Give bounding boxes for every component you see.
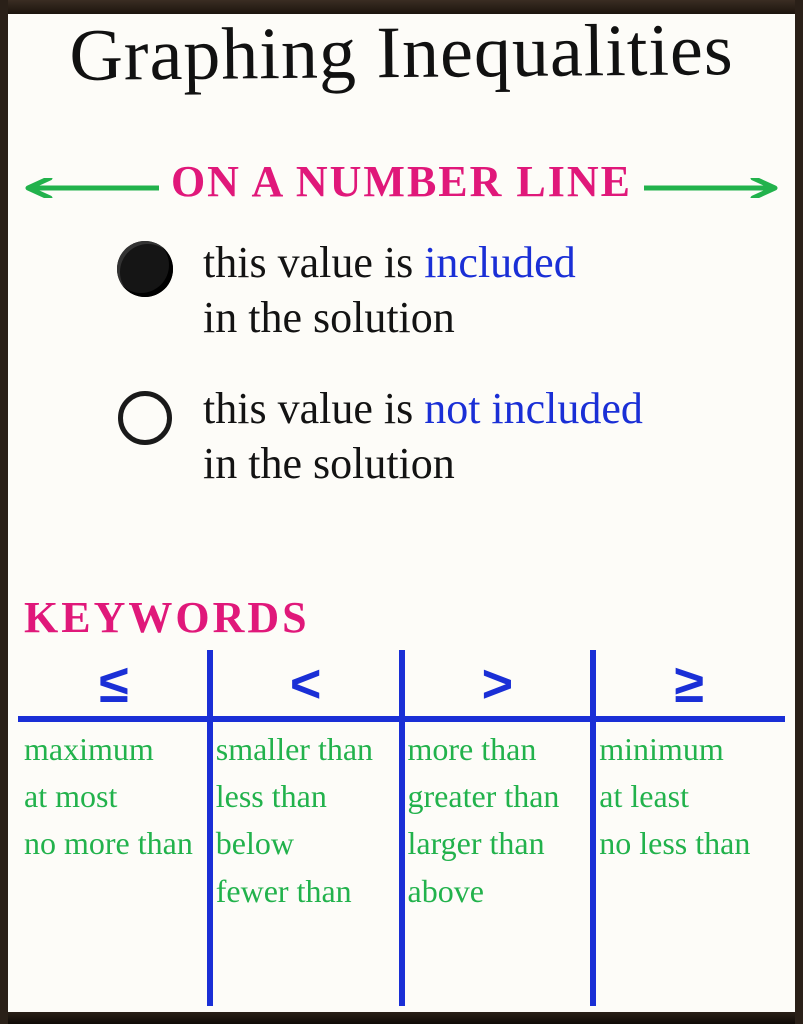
keywords-heading: KEYWORDS	[24, 592, 310, 643]
keywords-table: ≤ < > ≥ maximum at most no more than sma…	[18, 650, 785, 1006]
symbol-gt: >	[402, 650, 594, 718]
legend-open-post: in the solution	[203, 439, 455, 488]
legend: this value is included in the solution t…	[105, 235, 773, 527]
wood-border-right	[795, 0, 803, 1024]
legend-filled-highlight: included	[424, 238, 576, 287]
kw: maximum	[24, 732, 204, 767]
symbol-row: ≤ < > ≥	[18, 650, 785, 718]
subtitle: ON A NUMBER LINE	[20, 156, 783, 207]
kw: minimum	[599, 732, 779, 767]
kw: smaller than	[216, 732, 396, 767]
symbol-lt: <	[210, 650, 402, 718]
keywords-col-gte: minimum at least no less than	[593, 728, 785, 1006]
legend-filled-pre: this value is	[203, 238, 424, 287]
legend-row-filled: this value is included in the solution	[105, 235, 773, 345]
open-dot-icon	[105, 381, 185, 445]
legend-open-pre: this value is	[203, 384, 424, 433]
legend-text-filled: this value is included in the solution	[185, 235, 576, 345]
kw: greater than	[408, 779, 588, 814]
kw: no more than	[24, 826, 204, 861]
keywords-col-lte: maximum at most no more than	[18, 728, 210, 1006]
anchor-chart: Graphing Inequalities ON A NUMBER LINE t…	[0, 0, 803, 1024]
legend-text-open: this value is not included in the soluti…	[185, 381, 643, 491]
subtitle-text: ON A NUMBER LINE	[159, 157, 644, 206]
wood-border-left	[0, 0, 8, 1024]
subtitle-row: ON A NUMBER LINE	[20, 156, 783, 216]
kw: fewer than	[216, 874, 396, 909]
symbol-lte: ≤	[18, 650, 210, 718]
keywords-row: maximum at most no more than smaller tha…	[18, 728, 785, 1006]
symbol-gte: ≥	[593, 650, 785, 718]
keywords-col-lt: smaller than less than below fewer than	[210, 728, 402, 1006]
keywords-col-gt: more than greater than larger than above	[402, 728, 594, 1006]
filled-dot-icon	[105, 235, 185, 297]
kw: no less than	[599, 826, 779, 861]
kw: at least	[599, 779, 779, 814]
kw: larger than	[408, 826, 588, 861]
kw: below	[216, 826, 396, 861]
kw: more than	[408, 732, 588, 767]
legend-open-highlight: not included	[424, 384, 643, 433]
page-title: Graphing Inequalities	[0, 12, 803, 93]
kw: above	[408, 874, 588, 909]
legend-filled-post: in the solution	[203, 293, 455, 342]
legend-row-open: this value is not included in the soluti…	[105, 381, 773, 491]
kw: at most	[24, 779, 204, 814]
kw: less than	[216, 779, 396, 814]
